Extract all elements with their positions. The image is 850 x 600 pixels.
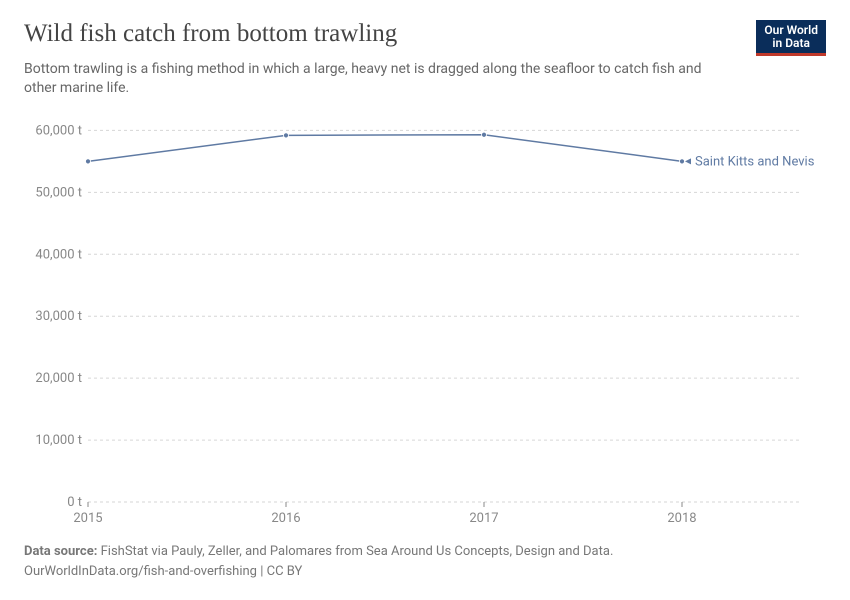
data-marker	[482, 132, 487, 137]
series-label: Saint Kitts and Nevis	[695, 155, 815, 170]
series-arrow-icon	[685, 159, 691, 165]
y-tick-label: 0 t	[67, 495, 82, 510]
data-marker	[680, 159, 685, 164]
chart-footer: Data source: FishStat via Pauly, Zeller,…	[24, 542, 826, 581]
footer-license: CC BY	[267, 564, 303, 579]
x-tick-label: 2015	[73, 511, 102, 526]
data-marker	[86, 159, 91, 164]
y-tick-label: 20,000 t	[35, 371, 82, 386]
x-tick-label: 2017	[469, 511, 498, 526]
line-chart: 0 t 10,000 t 20,000 t 30,000 t 40,000 t 50,00…	[24, 112, 826, 532]
y-tick-label: 10,000 t	[35, 433, 82, 448]
chart-area: 0 t 10,000 t 20,000 t 30,000 t 40,000 t 50,00…	[24, 112, 826, 532]
y-tick-label: 60,000 t	[35, 124, 82, 139]
data-marker	[284, 133, 289, 138]
x-tick-label: 2016	[271, 511, 300, 526]
y-tick-label: 40,000 t	[35, 247, 82, 262]
source-text: FishStat via Pauly, Zeller, and Palomare…	[101, 544, 614, 559]
owid-logo: Our World in Data	[756, 20, 826, 56]
x-tick-label: 2018	[667, 511, 696, 526]
series-line	[88, 135, 682, 162]
logo-line2: in Data	[764, 37, 818, 50]
source-label: Data source:	[24, 544, 97, 559]
y-tick-label: 30,000 t	[35, 309, 82, 324]
footer-url[interactable]: OurWorldInData.org/fish-and-overfishing	[24, 564, 257, 579]
chart-subtitle: Bottom trawling is a fishing method in w…	[24, 60, 724, 98]
y-tick-label: 50,000 t	[35, 185, 82, 200]
chart-title: Wild fish catch from bottom trawling	[24, 20, 397, 48]
